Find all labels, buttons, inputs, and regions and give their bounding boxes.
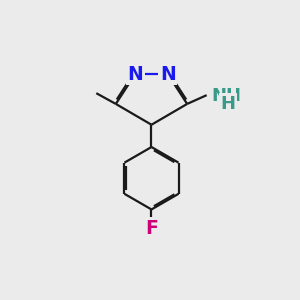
Text: N: N xyxy=(127,65,143,84)
Text: H: H xyxy=(220,95,236,113)
Text: F: F xyxy=(145,219,158,238)
Text: N: N xyxy=(160,65,176,84)
Text: NH: NH xyxy=(212,87,242,105)
